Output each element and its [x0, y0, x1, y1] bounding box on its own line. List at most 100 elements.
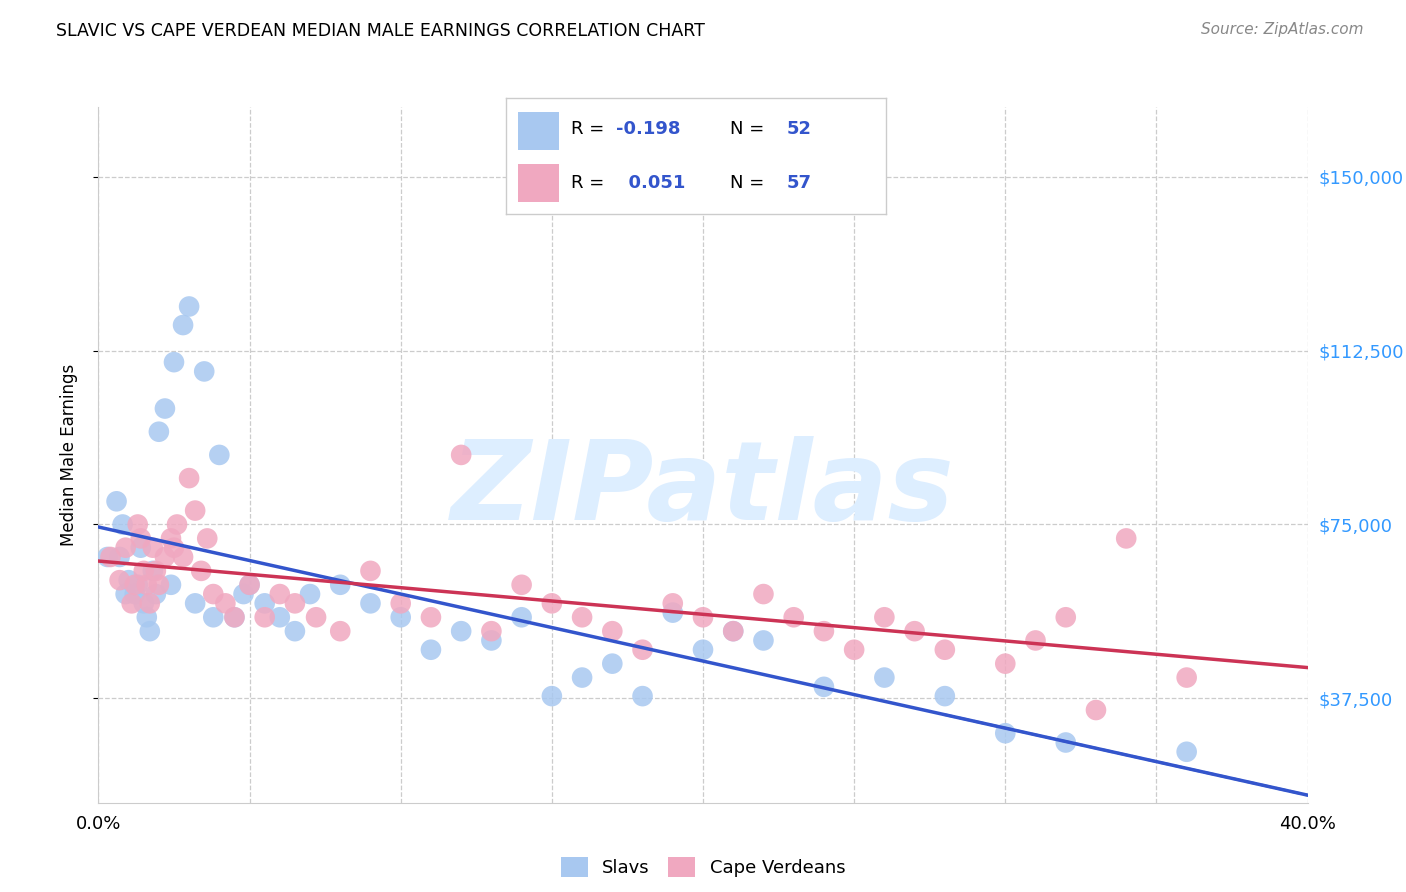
Point — [329, 624, 352, 639]
Point — [232, 587, 254, 601]
Point — [360, 596, 382, 610]
Point — [124, 578, 146, 592]
Point — [153, 549, 176, 564]
Point — [844, 642, 866, 657]
Point — [692, 610, 714, 624]
Point — [481, 624, 503, 639]
Point — [1054, 735, 1077, 749]
Y-axis label: Median Male Earnings: Median Male Earnings — [59, 364, 77, 546]
Point — [132, 596, 155, 610]
Point — [239, 578, 262, 592]
Point — [148, 425, 170, 439]
Point — [224, 610, 246, 624]
Point — [934, 689, 956, 703]
Point — [224, 610, 246, 624]
Point — [723, 624, 745, 639]
Text: N =: N = — [730, 120, 770, 138]
Point — [540, 689, 562, 703]
Point — [269, 587, 291, 601]
Point — [904, 624, 927, 639]
FancyBboxPatch shape — [517, 164, 560, 202]
Point — [195, 532, 218, 546]
Text: ZIPatlas: ZIPatlas — [451, 436, 955, 543]
Point — [420, 642, 443, 657]
Point — [571, 671, 593, 685]
Point — [148, 578, 170, 592]
Point — [145, 564, 167, 578]
Text: 0.051: 0.051 — [616, 174, 686, 192]
Point — [129, 532, 152, 546]
Point — [299, 587, 322, 601]
Point — [163, 541, 186, 555]
Point — [179, 471, 201, 485]
Point — [1085, 703, 1108, 717]
Point — [420, 610, 443, 624]
Point — [139, 596, 162, 610]
Point — [124, 587, 146, 601]
Text: R =: R = — [571, 174, 610, 192]
Point — [108, 549, 131, 564]
Point — [752, 633, 775, 648]
Text: -0.198: -0.198 — [616, 120, 681, 138]
Point — [135, 610, 157, 624]
Point — [329, 578, 352, 592]
Point — [129, 541, 152, 555]
Point — [873, 610, 896, 624]
Point — [160, 578, 183, 592]
Point — [481, 633, 503, 648]
Point — [253, 610, 276, 624]
Point — [813, 680, 835, 694]
Point — [389, 610, 412, 624]
Point — [172, 549, 194, 564]
Point — [145, 587, 167, 601]
Point — [1054, 610, 1077, 624]
Point — [450, 448, 472, 462]
Point — [163, 355, 186, 369]
Text: N =: N = — [730, 174, 770, 192]
Point — [127, 578, 149, 592]
Point — [602, 657, 624, 671]
Point — [540, 596, 562, 610]
Legend: Slavs, Cape Verdeans: Slavs, Cape Verdeans — [554, 850, 852, 884]
Point — [284, 624, 307, 639]
Point — [752, 587, 775, 601]
Point — [284, 596, 307, 610]
FancyBboxPatch shape — [517, 112, 560, 150]
Point — [1175, 671, 1198, 685]
Point — [692, 642, 714, 657]
Point — [602, 624, 624, 639]
Point — [631, 642, 654, 657]
Point — [132, 564, 155, 578]
Point — [510, 610, 533, 624]
Point — [172, 318, 194, 332]
Point — [184, 503, 207, 517]
Point — [142, 564, 165, 578]
Point — [114, 587, 136, 601]
Point — [121, 596, 143, 610]
Point — [1175, 745, 1198, 759]
Point — [127, 517, 149, 532]
Point — [873, 671, 896, 685]
Point — [135, 578, 157, 592]
Point — [214, 596, 236, 610]
Point — [253, 596, 276, 610]
Point — [202, 610, 225, 624]
Point — [360, 564, 382, 578]
Text: 52: 52 — [787, 120, 813, 138]
Point — [239, 578, 262, 592]
Point — [142, 541, 165, 555]
Point — [153, 401, 176, 416]
Point — [208, 448, 231, 462]
Point — [389, 596, 412, 610]
Point — [1115, 532, 1137, 546]
Point — [934, 642, 956, 657]
Point — [450, 624, 472, 639]
Point — [118, 573, 141, 587]
Point — [305, 610, 328, 624]
Text: R =: R = — [571, 120, 610, 138]
Point — [662, 606, 685, 620]
Point — [105, 494, 128, 508]
Point — [202, 587, 225, 601]
Text: Source: ZipAtlas.com: Source: ZipAtlas.com — [1201, 22, 1364, 37]
Point — [108, 573, 131, 587]
